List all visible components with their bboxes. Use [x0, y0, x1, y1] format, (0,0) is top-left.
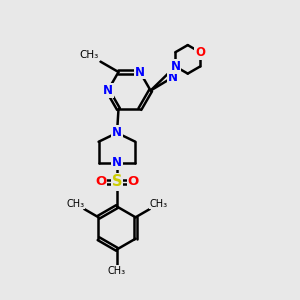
Text: CH₃: CH₃ — [80, 50, 99, 60]
Text: O: O — [95, 176, 106, 188]
Text: O: O — [128, 176, 139, 188]
Text: N: N — [112, 156, 122, 169]
Text: N: N — [135, 65, 145, 79]
Text: CH₃: CH₃ — [66, 199, 84, 209]
Text: N: N — [168, 71, 178, 84]
Text: S: S — [112, 174, 122, 189]
Text: N: N — [112, 126, 122, 140]
Text: CH₃: CH₃ — [108, 266, 126, 276]
Text: N: N — [170, 60, 180, 73]
Text: O: O — [195, 46, 205, 59]
Text: N: N — [103, 84, 113, 97]
Text: CH₃: CH₃ — [150, 199, 168, 209]
